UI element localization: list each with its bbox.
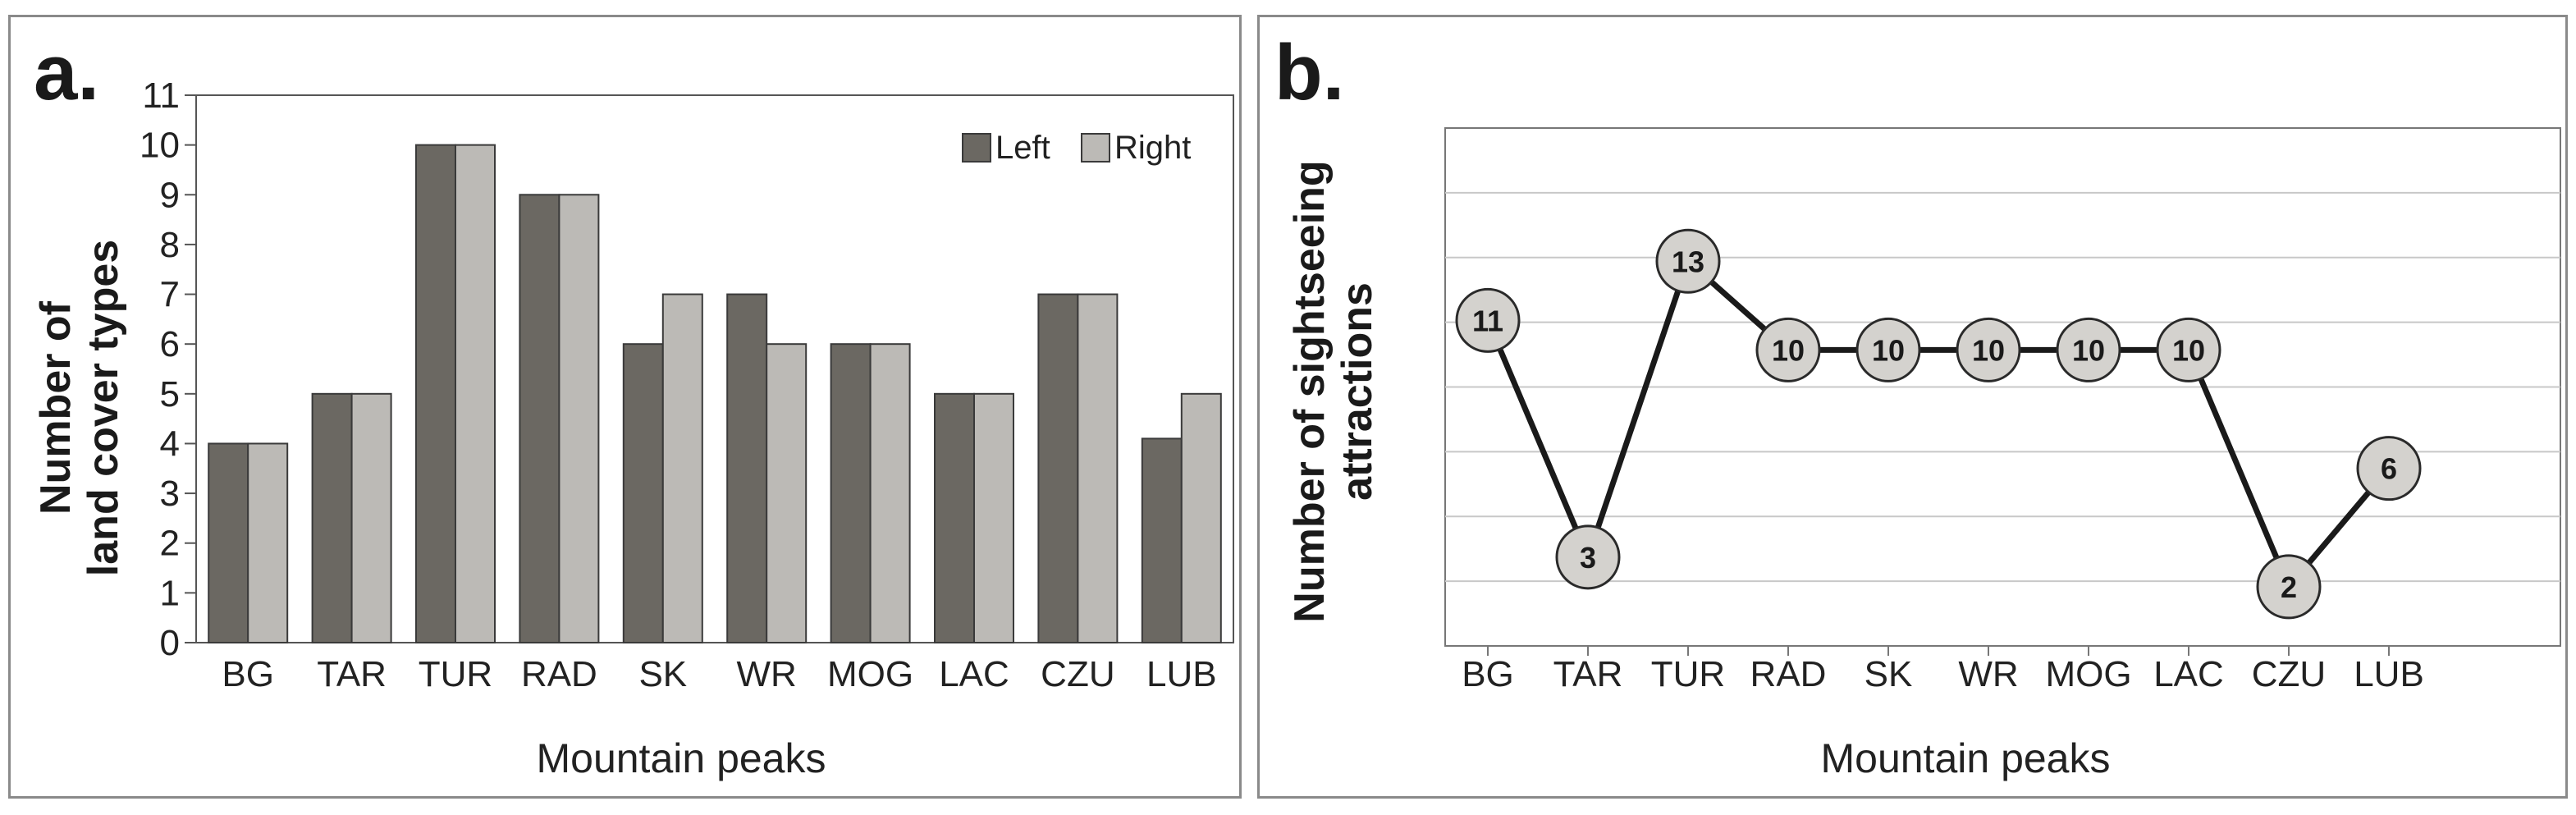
data-point-label: 10 (1872, 333, 1905, 367)
bar-left (1037, 293, 1079, 643)
x-tick-label: LAC (939, 654, 1009, 694)
data-point-label: 13 (1672, 245, 1704, 278)
line-chart-sightseeing: b. Number of sightseeing attractions Mou… (1274, 29, 2561, 781)
y-tick-label: 6 (160, 324, 180, 364)
bar-right (973, 392, 1014, 643)
x-tick-label: LUB (2354, 654, 2424, 694)
data-point-marker (2156, 317, 2221, 382)
data-point-label: 6 (2381, 452, 2397, 486)
bar-left (311, 392, 353, 643)
panel-a-letter: a. (34, 29, 99, 117)
data-point-label: 10 (2072, 333, 2105, 367)
y-tick-label: 3 (160, 474, 180, 514)
data-point-marker (1855, 317, 1921, 382)
legend-label-left: Left (995, 130, 1050, 166)
data-point-marker (2356, 436, 2422, 501)
x-tick-label: TAR (1553, 654, 1623, 694)
bar-left (934, 392, 975, 643)
x-tick-label: SK (638, 654, 687, 694)
legend-label-right: Right (1114, 130, 1191, 166)
legend-swatch-left (962, 133, 991, 163)
bar-right (661, 293, 703, 643)
x-tick-label: CZU (1041, 654, 1114, 694)
bar-left (208, 442, 249, 643)
bar-left (1141, 437, 1183, 644)
x-tick-label: BG (222, 654, 274, 694)
x-tick-label: RAD (521, 654, 597, 694)
bar-right (558, 194, 600, 644)
bar-chart-land-cover: a. Number of land cover types Mountain p… (32, 29, 1234, 781)
series-line (1485, 258, 2391, 590)
y-tick-label: 5 (160, 374, 180, 414)
y-axis-label-line-2: attractions (1334, 282, 1381, 501)
x-tick-label: BG (1462, 654, 1514, 694)
bar-right (455, 144, 496, 644)
y-tick-label: 9 (160, 175, 180, 215)
data-point-marker (1455, 287, 1521, 353)
bar-right (766, 343, 808, 643)
x-tick-label: MOG (2045, 654, 2131, 694)
x-tick-label: TUR (1651, 654, 1725, 694)
bar-right (247, 442, 289, 643)
bar-right (1180, 392, 1222, 643)
data-point-label: 11 (1472, 304, 1503, 337)
y-tick-label: 4 (160, 424, 180, 464)
x-tick-label: CZU (2252, 654, 2326, 694)
data-point-label: 10 (2172, 333, 2205, 367)
data-point-label: 3 (1580, 541, 1596, 575)
y-tick-label: 10 (140, 126, 180, 166)
bar-left (415, 144, 456, 644)
data-point-marker (1956, 317, 2021, 382)
x-tick-label: WR (1958, 654, 2018, 694)
data-point-marker (2256, 554, 2322, 620)
x-axis-label: Mountain peaks (1820, 735, 2110, 781)
data-point-marker (1555, 524, 1621, 590)
y-tick-label: 0 (160, 623, 180, 663)
x-tick-label: RAD (1750, 654, 1827, 694)
x-tick-label: TUR (419, 654, 492, 694)
y-axis-label-line-1: Number of sightseeing (1286, 160, 1334, 622)
y-axis-label-line-1: Number of (32, 300, 80, 515)
y-tick-label: 7 (160, 275, 180, 315)
y-axis-label-line-2: land cover types (80, 240, 127, 576)
y-tick-label: 2 (160, 524, 180, 564)
data-point-label: 2 (2281, 570, 2297, 604)
y-tick-label: 8 (160, 225, 180, 265)
legend-swatch-right (1081, 133, 1110, 163)
panel-b-letter: b. (1274, 29, 1344, 117)
bar-right (350, 392, 392, 643)
data-point-marker (1755, 317, 1821, 382)
x-tick-label: SK (1865, 654, 1913, 694)
bar-left (830, 343, 872, 643)
plot-area-b: BG TAR TUR RAD SK WR MOG LAC CZU LUB 11 3 13 10 10 10 10… (1444, 127, 2561, 694)
x-axis-label: Mountain peaks (536, 735, 826, 781)
data-point-marker (1655, 228, 1721, 294)
x-tick-label: WR (737, 654, 797, 694)
y-tick-label: 11 (142, 76, 180, 116)
x-tick-label: MOG (827, 654, 913, 694)
x-tick-label: LAC (2153, 654, 2224, 694)
data-point-label: 10 (1772, 333, 1805, 367)
bar-right (869, 343, 911, 643)
data-point-marker (2056, 317, 2121, 382)
bar-left (622, 343, 664, 643)
data-point-label: 10 (1972, 333, 2005, 367)
plot-area-a: 0 1 2 3 4 5 6 7 8 9 10 11 BG TAR TUR RAD SK WR MOG LAC CZU LU… (140, 76, 1234, 694)
y-tick-label: 1 (160, 573, 180, 613)
bar-left (519, 194, 560, 644)
x-tick-label: LUB (1146, 654, 1217, 694)
bar-right (1077, 293, 1119, 643)
x-tick-label: TAR (317, 654, 387, 694)
panel-a: a. Number of land cover types Mountain p… (8, 15, 1242, 799)
bar-left (726, 293, 768, 643)
panel-b: b. Number of sightseeing attractions Mou… (1257, 15, 2568, 799)
